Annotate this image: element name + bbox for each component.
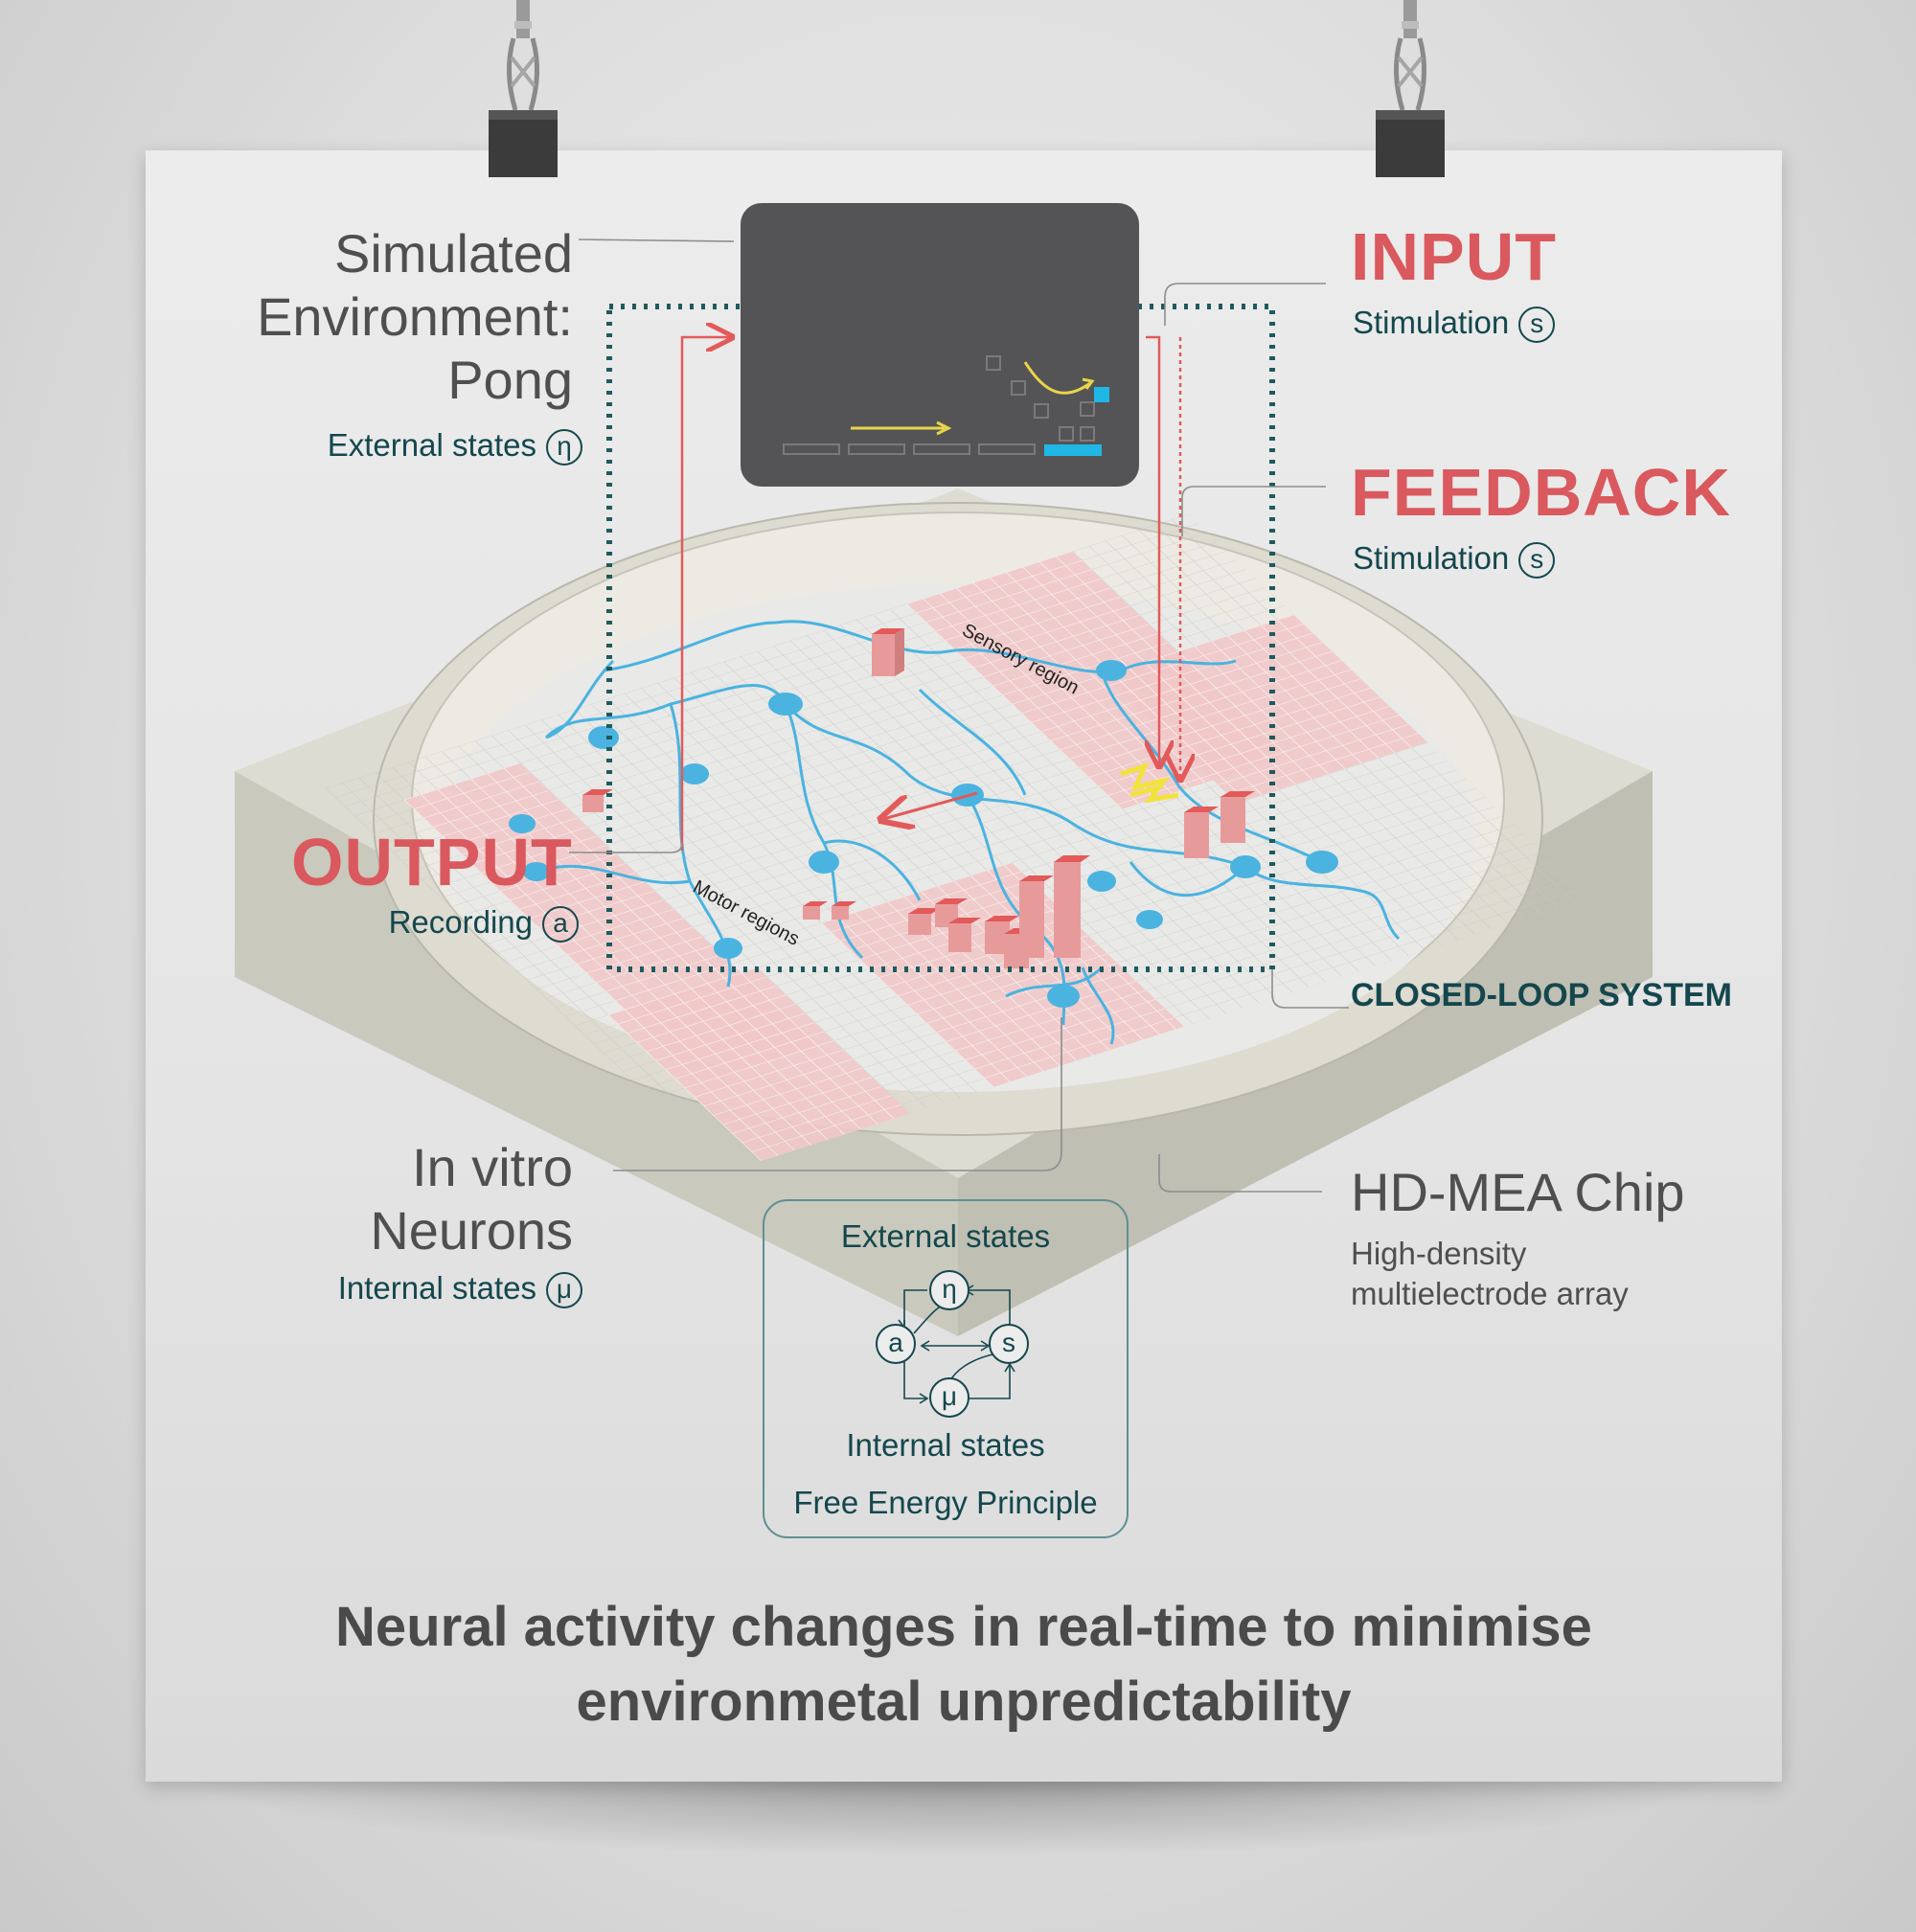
binder-clip-left bbox=[489, 0, 558, 177]
stimulation-spark bbox=[1120, 761, 1179, 804]
neurons-title-line-2: Neurons bbox=[370, 1200, 573, 1261]
activity-bars bbox=[582, 628, 1255, 968]
closed-loop-label: CLOSED-LOOP SYSTEM bbox=[1351, 977, 1732, 1013]
eta-symbol: η bbox=[546, 429, 582, 466]
binder-clip-right bbox=[1376, 0, 1445, 177]
fep-box: External states η a s μ Internal states … bbox=[763, 1199, 1129, 1538]
headline: Neural activity changes in real-time to … bbox=[146, 1590, 1782, 1739]
mu-symbol: μ bbox=[546, 1272, 582, 1309]
chip-title: HD-MEA Chip bbox=[1351, 1162, 1685, 1222]
leader-lines bbox=[569, 239, 1349, 1193]
environment-title: Simulated Environment: Pong bbox=[257, 222, 573, 412]
external-states-label: External states η bbox=[328, 427, 582, 466]
fep-node-a: a bbox=[876, 1324, 916, 1364]
external-states-text: External states bbox=[327, 427, 536, 463]
output-arrow-grid bbox=[883, 791, 978, 819]
recording-label: Recording a bbox=[389, 904, 579, 943]
feedback-s-symbol: s bbox=[1518, 542, 1556, 580]
internal-states-label: Internal states μ bbox=[337, 1270, 582, 1309]
environment-title-line-2: Environment: bbox=[257, 286, 573, 347]
fep-node-mu: μ bbox=[929, 1377, 969, 1418]
input-title: INPUT bbox=[1351, 219, 1557, 294]
headline-line-1: Neural activity changes in real-time to … bbox=[335, 1596, 1592, 1658]
a-symbol: a bbox=[542, 906, 579, 943]
input-stimulation-label: Stimulation s bbox=[1353, 305, 1556, 344]
environment-title-line-3: Pong bbox=[447, 350, 573, 410]
neuron-somas bbox=[509, 660, 1338, 1008]
input-s-symbol: s bbox=[1518, 307, 1556, 344]
neurons-title-line-1: In vitro bbox=[411, 1137, 573, 1197]
feedback-stimulation-text: Stimulation bbox=[1353, 540, 1510, 576]
pong-screen bbox=[741, 203, 1139, 487]
feedback-title: FEEDBACK bbox=[1351, 455, 1731, 530]
fep-node-eta: η bbox=[929, 1270, 969, 1310]
input-stimulation-text: Stimulation bbox=[1353, 305, 1510, 340]
chip-description: High-density multielectrode array bbox=[1351, 1234, 1629, 1314]
closed-loop-box bbox=[606, 304, 1275, 972]
environment-title-line-1: Simulated bbox=[333, 223, 573, 284]
neurons-title: In vitro Neurons bbox=[370, 1136, 573, 1262]
fep-caption: Free Energy Principle bbox=[793, 1485, 1098, 1520]
output-title: OUTPUT bbox=[291, 825, 573, 899]
signal-lines bbox=[680, 337, 1180, 851]
chip-description-line-2: multielectrode array bbox=[1351, 1276, 1629, 1311]
recording-text: Recording bbox=[388, 904, 533, 940]
fep-node-s: s bbox=[989, 1324, 1029, 1364]
feedback-stimulation-label: Stimulation s bbox=[1353, 540, 1556, 580]
fep-internal-states: Internal states bbox=[846, 1427, 1045, 1463]
internal-states-text: Internal states bbox=[337, 1270, 536, 1306]
fep-external-states: External states bbox=[840, 1218, 1051, 1254]
fep-arrows bbox=[898, 1284, 1015, 1404]
headline-line-2: environmetal unpredictability bbox=[576, 1671, 1352, 1733]
chip-description-line-1: High-density bbox=[1351, 1236, 1527, 1271]
